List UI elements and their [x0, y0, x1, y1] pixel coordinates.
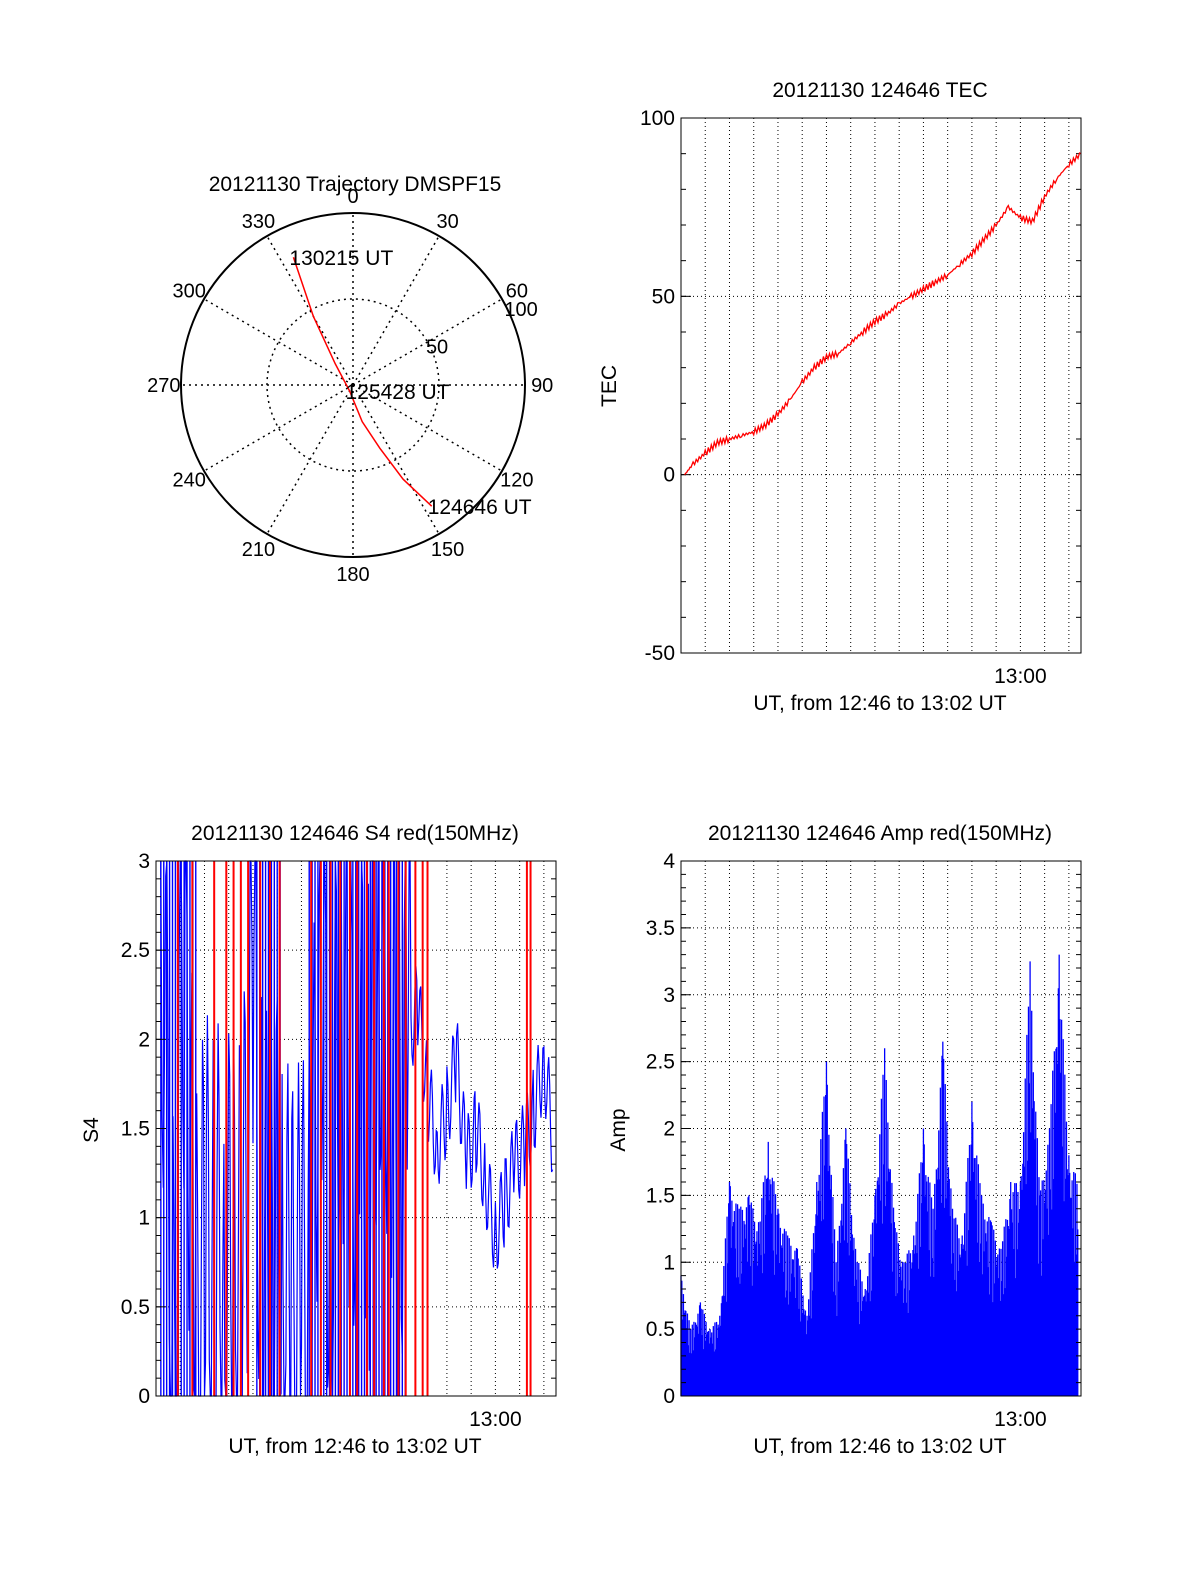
polar-angle-label: 0 [347, 186, 358, 208]
tec-line [684, 152, 1082, 476]
s4-y-tick-label: 2 [138, 1028, 150, 1051]
tec-x-label: UT, from 12:46 to 13:02 UT [753, 692, 1006, 715]
s4-y-tick-label: 1 [138, 1207, 150, 1230]
polar-spoke-150 [352, 384, 440, 535]
s4-y-tick-label: 3 [138, 850, 150, 873]
amp-series [680, 954, 1079, 1396]
trajectory-polar-panel: 20121130 Trajectory DMSPF15 0 30 60 90 120 15… [147, 173, 553, 586]
polar-spoke-240 [203, 384, 354, 472]
trajectory-annotations: 130215 UT 125428 UT 124646 UT [289, 247, 531, 519]
tec-x-tick-labels: 13:00 [994, 665, 1047, 688]
amp-y-tick-label: 2 [663, 1118, 675, 1141]
s4-plot-frame [155, 860, 557, 1397]
polar-angle-label: 120 [500, 470, 533, 492]
trajectory-time-label: 130215 UT [289, 247, 393, 270]
trajectory-time-label: 125428 UT [346, 381, 450, 404]
tec-y-label: TEC [598, 365, 621, 407]
s4-series [160, 860, 554, 1397]
amp-y-label: Amp [607, 1108, 630, 1151]
s4-y-tick-label: 0 [138, 1385, 150, 1408]
tec-gridlines [681, 118, 1081, 653]
polar-grid [180, 212, 526, 558]
trajectory-line [292, 256, 433, 507]
tec-series [684, 152, 1082, 476]
s4-panel: 20121130 124646 S4 red(150MHz) 0 0.5 1 1.5 2… [80, 822, 557, 1458]
polar-angle-label: 90 [531, 375, 553, 397]
trajectory-title: 20121130 Trajectory DMSPF15 [209, 173, 502, 196]
amp-y-tick-label: 1 [663, 1251, 675, 1274]
amp-y-tick-label: 0 [663, 1385, 675, 1408]
tec-plot-frame [680, 117, 1082, 654]
amp-y-tick-labels: 0 0.5 1 1.5 2 2.5 3 3.5 4 [646, 850, 1081, 1408]
amp-y-tick-label: 3 [663, 984, 675, 1007]
amp-plot-frame [680, 860, 1082, 1397]
polar-spoke-120 [352, 384, 503, 472]
amp-x-tick-label: 13:00 [994, 1408, 1047, 1431]
polar-angle-label: 240 [172, 470, 205, 492]
s4-y-tick-label: 2.5 [121, 939, 150, 962]
tec-title: 20121130 124646 TEC [772, 79, 987, 102]
s4-y-tick-label: 0.5 [121, 1296, 150, 1319]
polar-angle-label: 330 [242, 211, 275, 233]
trajectory-series [292, 256, 433, 507]
s4-x-label: UT, from 12:46 to 13:02 UT [228, 1435, 481, 1458]
s4-x-tick-label: 13:00 [469, 1408, 522, 1431]
polar-radial-labels: 50 100 [426, 299, 538, 358]
amp-title: 20121130 124646 Amp red(150MHz) [708, 822, 1052, 845]
tec-y-tick-label: -50 [645, 642, 675, 665]
polar-spoke-330 [266, 235, 354, 386]
amp-y-tick-label: 2.5 [646, 1051, 675, 1074]
polar-spoke-300 [203, 298, 354, 386]
polar-angle-label: 30 [436, 211, 458, 233]
tec-panel: 20121130 124646 TEC -50 0 50 100 13:00 UT, … [598, 79, 1082, 715]
amp-y-tick-label: 0.5 [646, 1318, 675, 1341]
polar-angle-label: 60 [506, 280, 528, 302]
tec-y-tick-labels: -50 0 50 100 [640, 107, 1081, 665]
polar-spoke-60 [352, 298, 503, 386]
polar-spoke-30 [352, 235, 440, 386]
polar-outer-ring [180, 212, 526, 558]
s4-title: 20121130 124646 S4 red(150MHz) [191, 822, 519, 845]
amp-y-tick-label: 4 [663, 850, 675, 873]
amp-x-label: UT, from 12:46 to 13:02 UT [753, 1435, 1006, 1458]
tec-y-tick-label: 50 [652, 285, 675, 308]
s4-y-tick-labels: 0 0.5 1 1.5 2 2.5 3 [121, 850, 556, 1408]
polar-radial-label: 50 [426, 337, 448, 359]
polar-angle-label: 270 [147, 375, 180, 397]
s4-x-tick-labels: 13:00 [469, 1408, 522, 1431]
polar-radial-label: 100 [504, 299, 537, 321]
polar-angle-label: 150 [431, 539, 464, 561]
tec-y-tick-label: 100 [640, 107, 675, 130]
amp-y-tick-label: 3.5 [646, 917, 675, 940]
s4-y-label: S4 [80, 1117, 103, 1143]
tec-x-tick-label: 13:00 [994, 665, 1047, 688]
polar-angle-label: 300 [172, 280, 205, 302]
amp-x-tick-labels: 13:00 [994, 1408, 1047, 1431]
amp-panel: 20121130 124646 Amp red(150MHz) 0 0.5 1 1.5… [607, 822, 1082, 1458]
tec-y-tick-label: 0 [663, 464, 675, 487]
s4-y-tick-label: 1.5 [121, 1118, 150, 1141]
trajectory-time-label: 124646 UT [428, 496, 532, 519]
amp-y-tick-label: 1.5 [646, 1184, 675, 1207]
polar-angle-label: 210 [242, 539, 275, 561]
polar-angle-label: 180 [336, 564, 369, 586]
polar-angle-labels: 0 30 60 90 120 150 180 210 240 270 300 330 [147, 186, 553, 586]
polar-spoke-210 [266, 384, 354, 535]
